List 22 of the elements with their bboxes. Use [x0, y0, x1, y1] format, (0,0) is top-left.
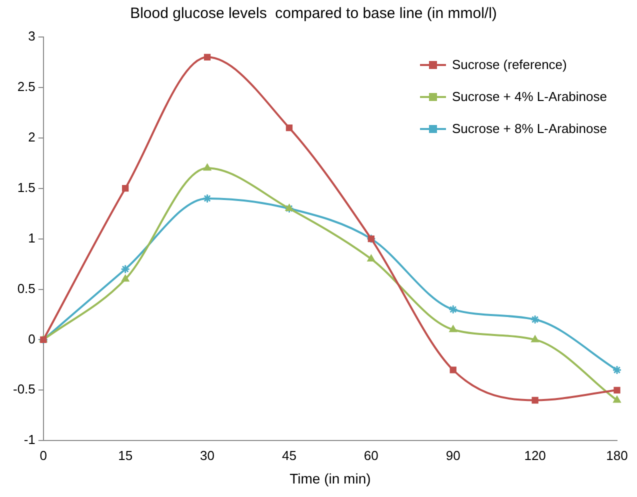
y-tick-label: -1 [24, 432, 36, 448]
y-tick-label: 2.5 [17, 79, 36, 94]
x-tick-label: 180 [606, 448, 628, 463]
x-tick-label: 60 [364, 448, 378, 463]
y-tick-label: -0.5 [12, 382, 36, 397]
legend-label: Sucrose + 4% L-Arabinose [452, 89, 607, 104]
y-tick-label: 2 [28, 129, 36, 144]
x-tick-label: 0 [40, 448, 48, 463]
x-tick-label: 120 [524, 448, 546, 463]
y-tick-label: 1 [28, 230, 36, 246]
x-tick-label: 30 [200, 448, 215, 463]
legend-label: Sucrose + 8% L-Arabinose [452, 121, 607, 136]
chart-title: Blood glucose levels compared to base line (in mmol/l) [130, 5, 497, 22]
y-tick-label: 3 [28, 28, 36, 44]
legend-label: Sucrose (reference) [452, 57, 567, 72]
x-tick-label: 45 [282, 448, 296, 463]
y-tick-label: 0 [28, 331, 36, 346]
y-tick-label: 0.5 [17, 280, 36, 296]
x-tick-label: 90 [446, 448, 460, 463]
y-tick-label: 1.5 [17, 180, 36, 195]
x-tick-label: 15 [118, 448, 133, 463]
x-axis-title: Time (in min) [290, 470, 371, 486]
